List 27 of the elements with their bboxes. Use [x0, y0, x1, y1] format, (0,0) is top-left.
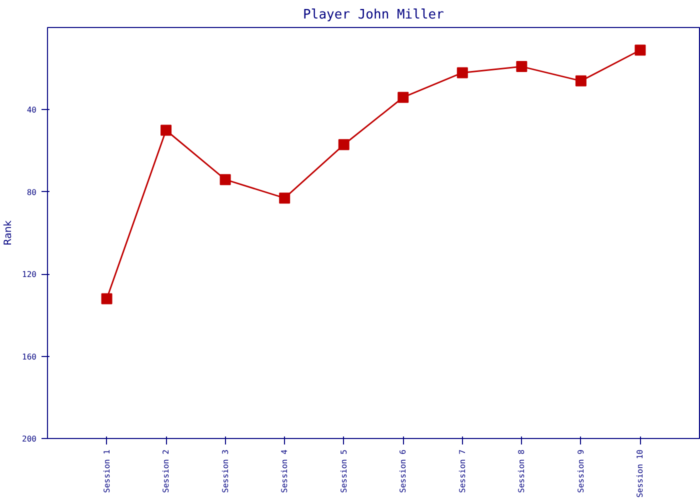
- point: [101, 293, 112, 304]
- x-tick-label: Session 10: [636, 449, 645, 498]
- x-tick-label: Session 9: [576, 449, 586, 493]
- x-tick-label: Session 5: [339, 449, 348, 493]
- x-tick-label: Session 1: [102, 449, 112, 493]
- y-tick-label: 200: [22, 434, 37, 444]
- x-tick-label: Session 7: [458, 449, 467, 493]
- x-tick-label: Session 3: [220, 449, 230, 493]
- point: [398, 92, 409, 103]
- point: [634, 44, 646, 56]
- x-tick-label: Session 8: [517, 449, 526, 493]
- point: [279, 192, 290, 204]
- x-tick-label: Session 2: [162, 449, 171, 493]
- point: [575, 75, 586, 86]
- x-tick-label: Session 6: [398, 449, 408, 493]
- point: [160, 124, 172, 136]
- point: [220, 174, 231, 186]
- y-tick-label: 120: [22, 270, 37, 280]
- chart-title: Player John Miller: [303, 8, 444, 22]
- point: [516, 61, 528, 72]
- y-tick-label: 160: [22, 352, 37, 362]
- y-axis-title: Rank: [3, 220, 14, 246]
- point: [338, 139, 350, 150]
- y-tick-label: 40: [26, 106, 37, 115]
- x-tick-label: Session 4: [280, 449, 290, 493]
- point: [456, 67, 468, 78]
- y-tick-label: 80: [26, 188, 37, 197]
